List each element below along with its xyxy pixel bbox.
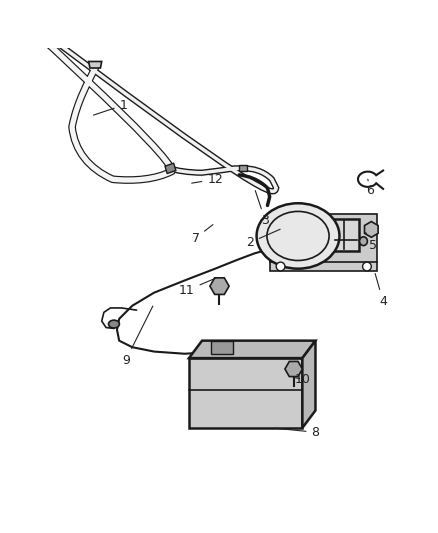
Text: 7: 7	[191, 224, 212, 245]
Text: 8: 8	[274, 426, 319, 439]
Text: 1: 1	[93, 99, 127, 115]
Bar	[239, 165, 247, 172]
Polygon shape	[330, 219, 358, 251]
Text: 3: 3	[254, 191, 268, 227]
Polygon shape	[269, 214, 376, 271]
Text: 4: 4	[374, 273, 386, 308]
Text: 12: 12	[191, 173, 223, 186]
Polygon shape	[188, 358, 302, 428]
Circle shape	[362, 262, 371, 271]
Text: 9: 9	[121, 306, 152, 367]
Text: 10: 10	[294, 373, 310, 385]
Polygon shape	[210, 341, 232, 354]
Polygon shape	[188, 341, 315, 358]
Ellipse shape	[256, 203, 339, 269]
Circle shape	[276, 262, 284, 271]
Polygon shape	[165, 163, 176, 174]
Text: 2: 2	[246, 229, 279, 249]
Ellipse shape	[108, 320, 119, 328]
Polygon shape	[88, 61, 102, 68]
Ellipse shape	[359, 237, 367, 246]
Text: 6: 6	[365, 179, 373, 197]
Text: 11: 11	[179, 278, 216, 297]
Polygon shape	[302, 341, 315, 428]
Text: 5: 5	[365, 232, 376, 252]
